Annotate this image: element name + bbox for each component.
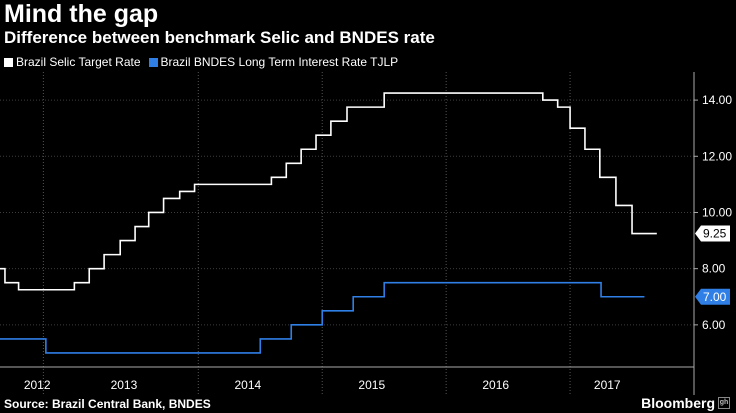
y-tick-label: 10.00 [702, 205, 732, 219]
x-tick-label: 2015 [358, 378, 385, 392]
legend-item-tjlp: Brazil BNDES Long Term Interest Rate TJL… [148, 55, 399, 69]
x-tick-label: 2016 [482, 378, 509, 392]
x-tick-label: 2013 [111, 378, 138, 392]
x-tick-label: 2017 [594, 378, 621, 392]
series-line-selic [0, 92, 657, 291]
end-label-tjlp: 7.00 [703, 290, 727, 304]
end-tag-tjlp [695, 288, 730, 305]
y-tick-label: 14.00 [702, 93, 732, 107]
chart-title: Mind the gap [4, 0, 159, 28]
legend-swatch-tjlp [148, 57, 158, 67]
axes [0, 72, 698, 395]
x-tick-label: 2014 [235, 378, 262, 392]
y-tick-label: 6.00 [702, 318, 726, 332]
legend: Brazil Selic Target Rate Brazil BNDES Lo… [4, 55, 406, 69]
chart-subtitle: Difference between benchmark Selic and B… [4, 28, 435, 47]
y-tick-label: 8.00 [702, 262, 726, 276]
legend-item-selic: Brazil Selic Target Rate [4, 55, 141, 69]
brand-text: Bloomberg [641, 395, 715, 411]
x-tick-label: 2012 [24, 378, 51, 392]
end-tag-selic [695, 225, 730, 242]
tick-labels: 6.00 8.00 10.00 12.00 14.00 2012 2013 2014 2015 2… [24, 93, 733, 392]
source-note: Source: Brazil Central Bank, BNDES [4, 397, 211, 411]
legend-label-tjlp: Brazil BNDES Long Term Interest Rate TJL… [160, 55, 399, 69]
legend-label-selic: Brazil Selic Target Rate [16, 55, 141, 69]
series-line-tjlp [0, 281, 645, 354]
legend-swatch-selic [4, 57, 13, 67]
y-tick-label: 12.00 [702, 149, 732, 163]
bloomberg-logo: Bloomberg gh [641, 395, 730, 411]
brand-badge-icon: gh [718, 397, 730, 409]
series-lines [0, 92, 657, 354]
end-label-selic: 9.25 [703, 227, 727, 241]
